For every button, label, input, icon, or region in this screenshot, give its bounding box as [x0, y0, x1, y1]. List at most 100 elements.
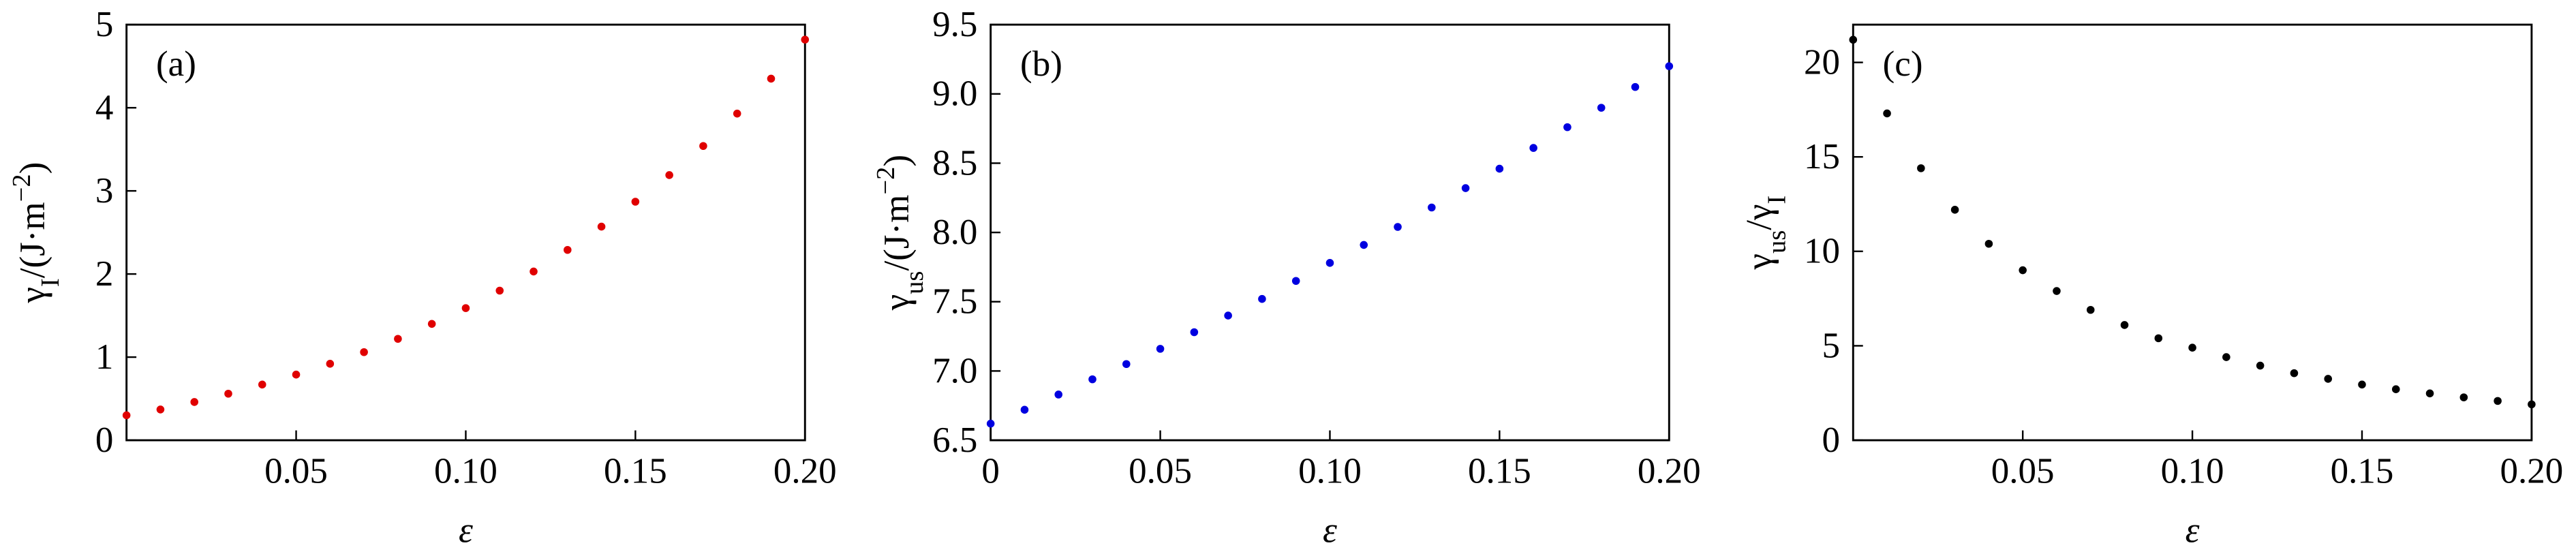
data-point: [665, 171, 673, 179]
data-point: [2053, 287, 2061, 295]
data-point: [292, 370, 301, 379]
y-label-part: ): [877, 155, 917, 167]
x-tick-label: 0.05: [264, 452, 328, 491]
data-point: [1020, 405, 1029, 414]
data-point: [597, 222, 606, 231]
y-label-part: /γ: [1740, 204, 1779, 230]
x-tick-label: 0.20: [1638, 452, 1701, 491]
data-point: [1849, 35, 1858, 44]
x-tick-label: 0.10: [2161, 452, 2224, 491]
data-point: [2154, 334, 2163, 343]
data-point: [2019, 266, 2027, 275]
x-tick-label: 0.15: [604, 452, 667, 491]
data-point: [1394, 223, 1402, 231]
y-axis-label: γus/(J·m−2): [872, 155, 929, 311]
data-point: [1224, 311, 1232, 320]
data-point: [2425, 389, 2434, 398]
y-tick-label: 2: [95, 254, 114, 294]
data-point: [2528, 400, 2536, 409]
data-point: [1665, 62, 1674, 70]
y-tick-label: 9.5: [932, 5, 977, 44]
y-label-part: ): [13, 162, 52, 174]
data-point: [1461, 184, 1470, 192]
y-tick-label: 10: [1804, 232, 1840, 271]
y-axis-label: γI/(J·m−2): [7, 162, 65, 304]
data-point: [733, 109, 741, 118]
x-tick-label: 0.15: [1468, 452, 1531, 491]
y-label-part: /(J·m: [877, 195, 917, 271]
y-label-part: I: [1763, 196, 1792, 204]
data-point: [326, 360, 335, 368]
data-point: [2256, 361, 2265, 370]
y-label-part: I: [36, 278, 65, 287]
data-point: [2290, 369, 2299, 378]
y-tick-label: 6.5: [932, 420, 977, 460]
y-tick-label: 8.5: [932, 143, 977, 183]
y-label-part: γ: [877, 294, 917, 311]
y-tick-label: 0: [95, 420, 114, 460]
x-tick-label: 0.10: [434, 452, 497, 491]
x-tick-label: 0.05: [1129, 452, 1192, 491]
data-point: [631, 198, 640, 206]
data-point: [2459, 393, 2468, 401]
data-point: [986, 419, 995, 428]
data-point: [1088, 375, 1097, 384]
y-tick-label: 7.0: [932, 351, 977, 390]
data-point: [190, 398, 198, 406]
y-tick-label: 5: [1822, 326, 1840, 365]
x-axis-label: ε: [459, 511, 473, 551]
y-label-part: −2: [872, 167, 900, 195]
x-tick-label: 0: [981, 452, 1000, 491]
x-tick-label: 0.15: [2331, 452, 2394, 491]
data-point: [564, 245, 572, 254]
data-point: [1563, 123, 1571, 132]
y-label-part: −2: [7, 174, 36, 202]
data-point: [1156, 345, 1165, 353]
data-point: [2086, 305, 2095, 314]
data-point: [495, 286, 504, 295]
y-tick-label: 8.0: [932, 213, 977, 252]
y-tick-label: 20: [1804, 42, 1840, 82]
plot-frame: [1852, 23, 2533, 442]
data-point: [1883, 109, 1891, 118]
data-point: [699, 142, 707, 151]
data-point: [1984, 239, 1993, 248]
data-point: [2358, 380, 2366, 389]
y-tick-label: 9.0: [932, 74, 977, 114]
x-tick-label: 0.20: [2500, 452, 2563, 491]
data-point: [767, 74, 776, 83]
data-point: [394, 335, 402, 343]
data-point: [2324, 375, 2332, 383]
y-label-part: γ: [13, 287, 52, 303]
data-point: [1950, 206, 1959, 214]
y-tick-label: 5: [95, 5, 114, 44]
y-tick-label: 1: [95, 337, 114, 377]
data-point: [2222, 353, 2230, 361]
data-point: [1258, 294, 1266, 303]
data-point: [1360, 241, 1368, 249]
y-tick-label: 7.5: [932, 282, 977, 322]
data-point: [1917, 164, 1925, 172]
data-point: [2120, 321, 2129, 329]
y-tick-label: 3: [95, 171, 114, 211]
data-point: [156, 405, 165, 414]
data-point: [2494, 397, 2502, 405]
data-point: [1122, 360, 1131, 369]
y-tick-label: 15: [1804, 137, 1840, 176]
data-point: [801, 35, 810, 44]
y-label-part: us: [1763, 230, 1792, 253]
data-point: [1428, 203, 1436, 212]
data-point: [2188, 343, 2196, 352]
y-label-part: γ: [1740, 253, 1779, 270]
data-point: [1190, 328, 1199, 337]
data-point: [1597, 104, 1606, 112]
data-point: [461, 304, 470, 312]
panel-label: (c): [1883, 44, 1923, 84]
data-point: [427, 320, 436, 328]
data-point: [1325, 259, 1334, 267]
data-point: [122, 411, 131, 420]
x-tick-label: 0.05: [1991, 452, 2055, 491]
x-tick-label: 0.20: [773, 452, 837, 491]
y-axis-label: γus/γI: [1740, 196, 1792, 271]
